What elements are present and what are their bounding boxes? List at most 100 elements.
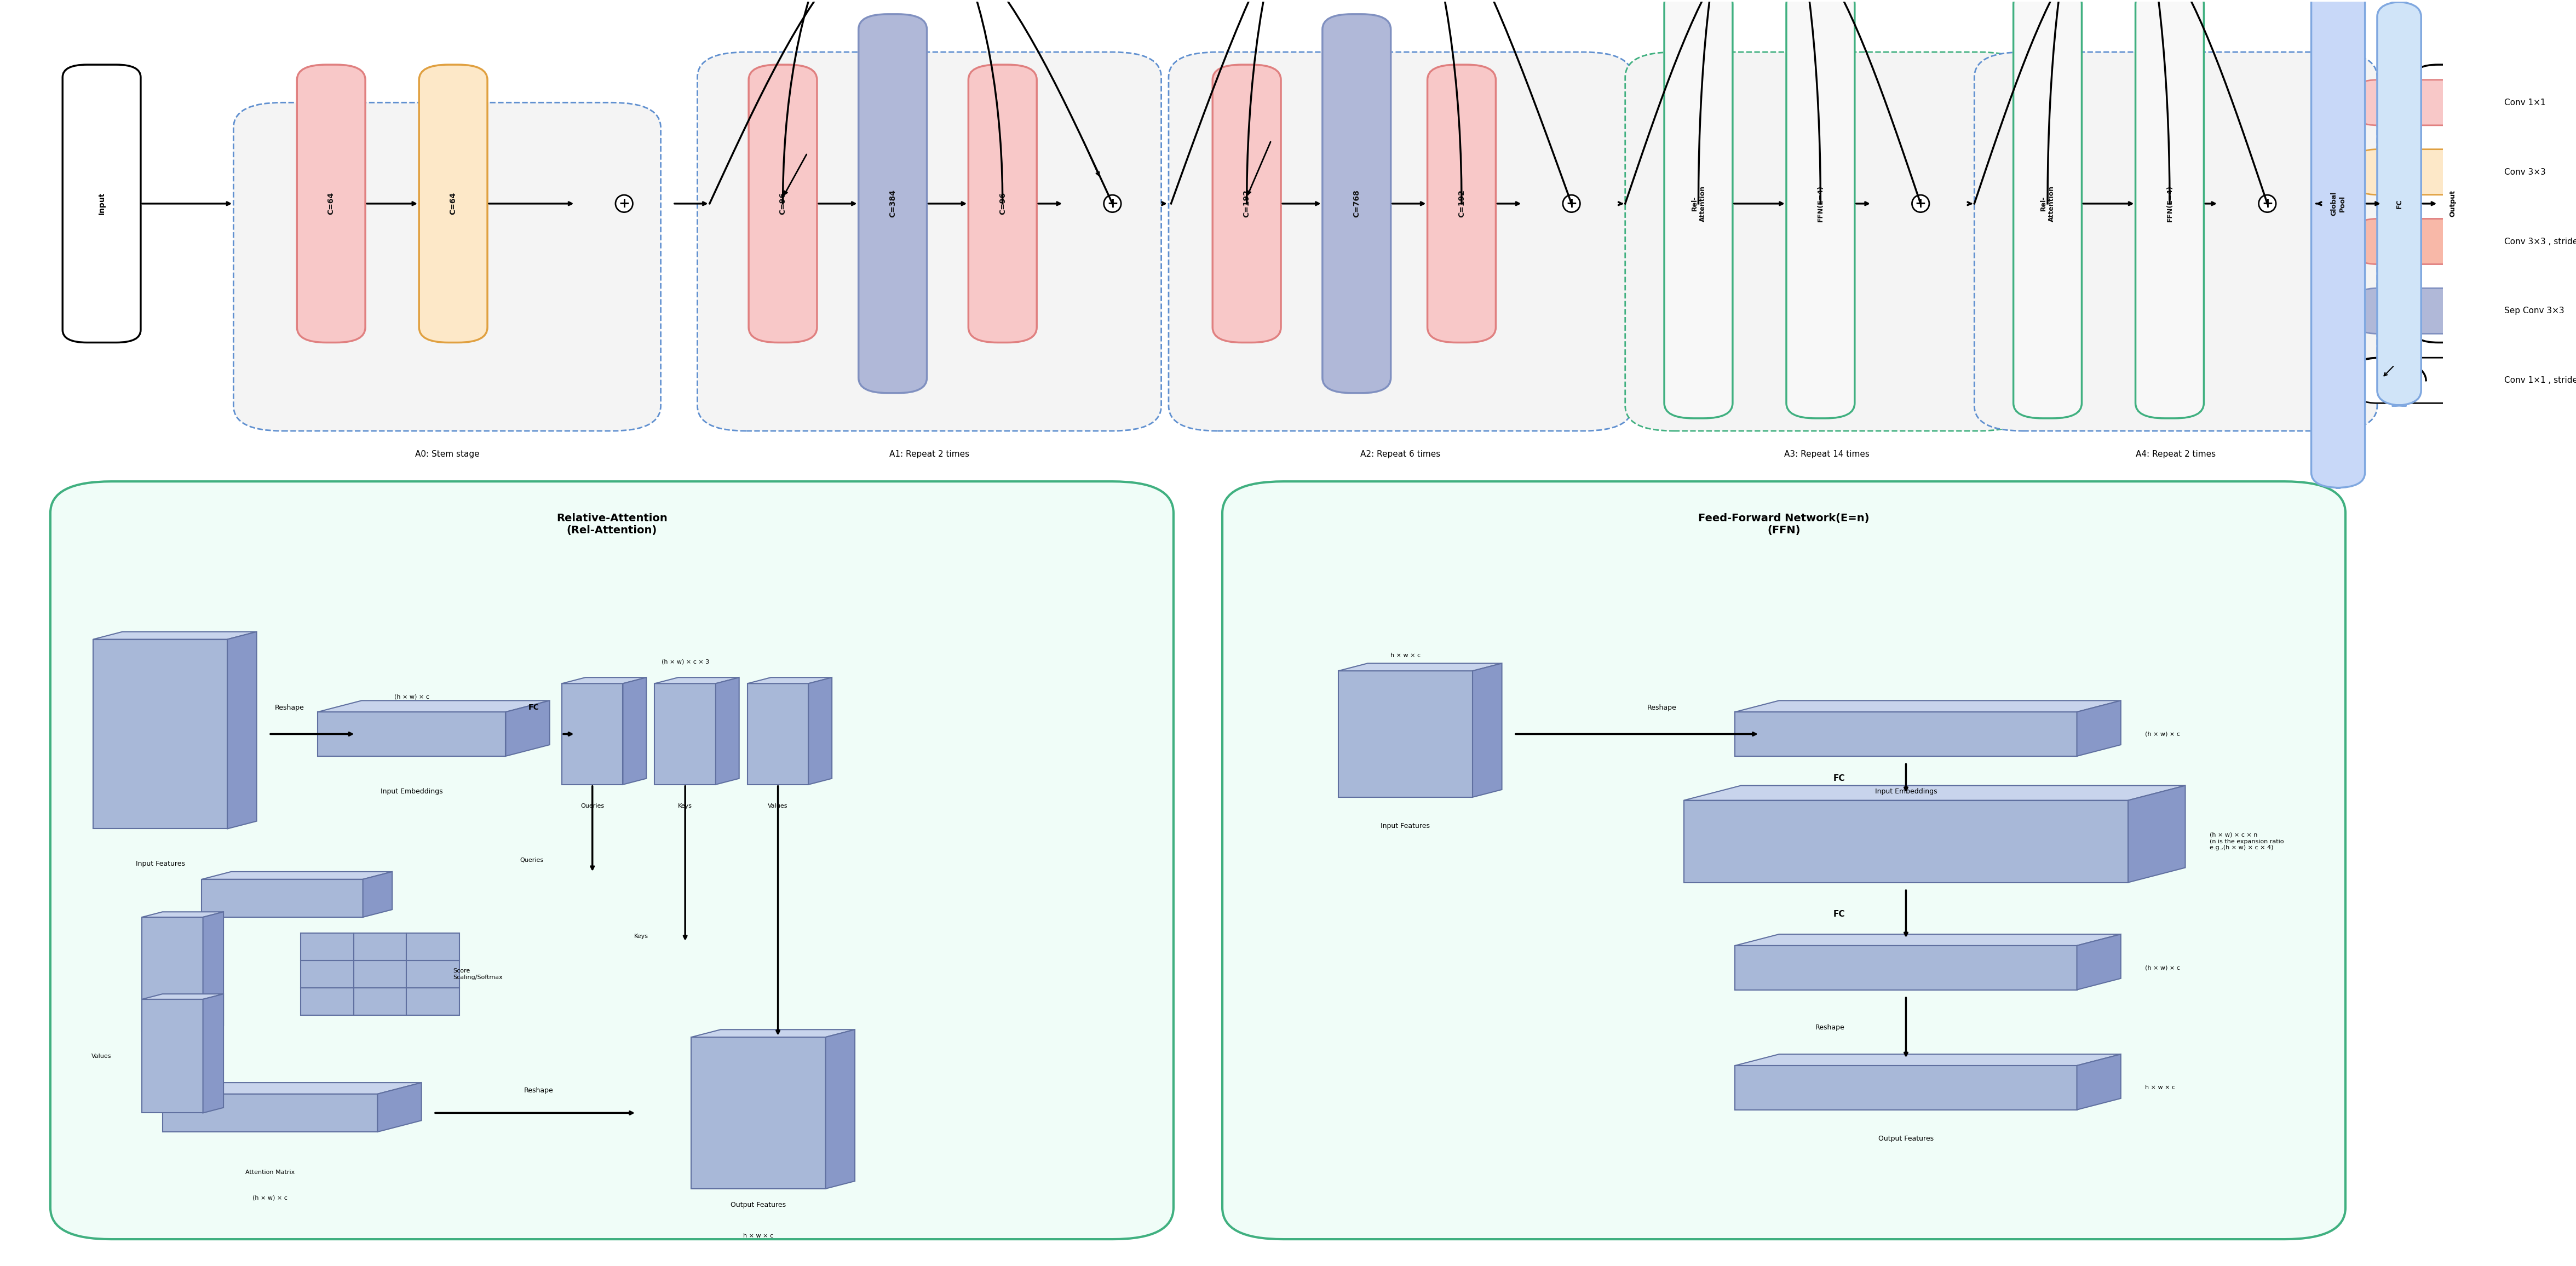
Text: Rel-
Attention: Rel- Attention	[2040, 186, 2056, 222]
FancyBboxPatch shape	[1170, 52, 1633, 430]
Text: A1: Repeat 2 times: A1: Repeat 2 times	[889, 449, 969, 458]
Text: +: +	[618, 197, 631, 210]
Polygon shape	[93, 632, 258, 639]
Polygon shape	[379, 1082, 422, 1132]
Polygon shape	[227, 632, 258, 829]
Text: Conv 3×3 , stride 2: Conv 3×3 , stride 2	[2504, 238, 2576, 246]
FancyBboxPatch shape	[969, 65, 1036, 343]
FancyBboxPatch shape	[2414, 65, 2491, 343]
Text: C=192: C=192	[1242, 190, 1249, 218]
Polygon shape	[1340, 663, 1502, 671]
Polygon shape	[142, 994, 224, 999]
FancyBboxPatch shape	[1340, 671, 1473, 798]
FancyBboxPatch shape	[1785, 0, 1855, 418]
Text: Values: Values	[768, 804, 788, 809]
FancyBboxPatch shape	[750, 65, 817, 343]
Polygon shape	[2128, 786, 2184, 882]
Text: Input: Input	[98, 192, 106, 215]
FancyBboxPatch shape	[1213, 65, 1280, 343]
Text: Sep Conv 3×3: Sep Conv 3×3	[2504, 306, 2563, 315]
Text: (h × w) × c × 3: (h × w) × c × 3	[662, 660, 708, 665]
Polygon shape	[142, 912, 224, 917]
Text: Queries: Queries	[580, 804, 605, 809]
Polygon shape	[162, 1082, 422, 1094]
Text: Values: Values	[90, 1053, 111, 1058]
FancyBboxPatch shape	[2311, 0, 2365, 487]
FancyBboxPatch shape	[1736, 946, 2076, 990]
Text: FC: FC	[1834, 910, 1844, 918]
Text: Relative-Attention
(Rel-Attention): Relative-Attention (Rel-Attention)	[556, 513, 667, 536]
Text: Output: Output	[2450, 190, 2458, 216]
Text: C=384: C=384	[889, 190, 896, 218]
Text: Global
Pool: Global Pool	[2331, 191, 2347, 215]
Polygon shape	[1736, 1055, 2120, 1066]
FancyBboxPatch shape	[234, 103, 662, 430]
FancyBboxPatch shape	[142, 917, 204, 1031]
Text: +: +	[2262, 197, 2272, 210]
Polygon shape	[204, 994, 224, 1113]
Text: Conv 3×3: Conv 3×3	[2504, 168, 2545, 176]
Text: C=96: C=96	[999, 192, 1007, 215]
FancyBboxPatch shape	[562, 684, 623, 785]
Text: Attention Matrix: Attention Matrix	[245, 1170, 294, 1175]
Text: h × w × c: h × w × c	[1391, 653, 1419, 658]
Text: Reshape: Reshape	[1816, 1024, 1844, 1032]
Text: Keys: Keys	[677, 804, 693, 809]
Text: (h × w) × c: (h × w) × c	[2146, 965, 2179, 971]
Text: +: +	[1914, 197, 1927, 210]
Text: Input Features: Input Features	[137, 861, 185, 867]
Text: Reshape: Reshape	[276, 704, 304, 711]
FancyBboxPatch shape	[2378, 1, 2421, 405]
Bar	[353, 933, 407, 961]
Text: Output Features: Output Features	[1878, 1136, 1935, 1142]
Polygon shape	[201, 872, 392, 880]
FancyBboxPatch shape	[2136, 0, 2205, 418]
FancyBboxPatch shape	[1664, 0, 1734, 418]
Polygon shape	[1736, 934, 2120, 946]
Bar	[301, 933, 353, 961]
Text: Queries: Queries	[520, 857, 544, 863]
Text: Output Features: Output Features	[732, 1201, 786, 1209]
FancyBboxPatch shape	[162, 1094, 379, 1132]
Polygon shape	[2076, 700, 2120, 756]
FancyBboxPatch shape	[1685, 800, 2128, 882]
Text: +: +	[1566, 197, 1577, 210]
FancyBboxPatch shape	[1973, 52, 2378, 430]
Bar	[301, 961, 353, 987]
Text: (h × w) × c: (h × w) × c	[394, 694, 430, 699]
Text: Input Embeddings: Input Embeddings	[1875, 787, 1937, 795]
Text: Score
Scaling/Softmax: Score Scaling/Softmax	[453, 968, 502, 980]
Text: Rel-
Attention: Rel- Attention	[1690, 186, 1705, 222]
Text: h × w × c: h × w × c	[2146, 1085, 2174, 1090]
Text: C=96: C=96	[778, 192, 786, 215]
Polygon shape	[317, 700, 549, 711]
Polygon shape	[2076, 934, 2120, 990]
Text: Conv 1×1: Conv 1×1	[2504, 99, 2545, 106]
Text: Input Features: Input Features	[1381, 823, 1430, 829]
Text: C=192: C=192	[1458, 190, 1466, 218]
Bar	[353, 961, 407, 987]
FancyBboxPatch shape	[2357, 219, 2491, 265]
FancyBboxPatch shape	[2357, 358, 2491, 403]
Text: Reshape: Reshape	[1646, 704, 1677, 711]
FancyBboxPatch shape	[201, 880, 363, 917]
Text: C=64: C=64	[448, 192, 456, 215]
Polygon shape	[562, 677, 647, 684]
FancyBboxPatch shape	[1625, 52, 2027, 430]
FancyBboxPatch shape	[654, 684, 716, 785]
Text: FFN(E=4): FFN(E=4)	[1816, 185, 1824, 222]
FancyBboxPatch shape	[1224, 481, 2344, 1239]
Text: A0: Stem stage: A0: Stem stage	[415, 449, 479, 458]
Polygon shape	[623, 677, 647, 785]
FancyBboxPatch shape	[858, 14, 927, 392]
Text: A2: Repeat 6 times: A2: Repeat 6 times	[1360, 449, 1440, 458]
Text: C=768: C=768	[1352, 190, 1360, 218]
Polygon shape	[716, 677, 739, 785]
Text: Reshape: Reshape	[523, 1087, 554, 1094]
Bar	[407, 933, 459, 961]
FancyBboxPatch shape	[420, 65, 487, 343]
Polygon shape	[809, 677, 832, 785]
FancyBboxPatch shape	[52, 481, 1175, 1239]
Bar	[407, 987, 459, 1015]
Text: FC: FC	[1834, 774, 1844, 782]
